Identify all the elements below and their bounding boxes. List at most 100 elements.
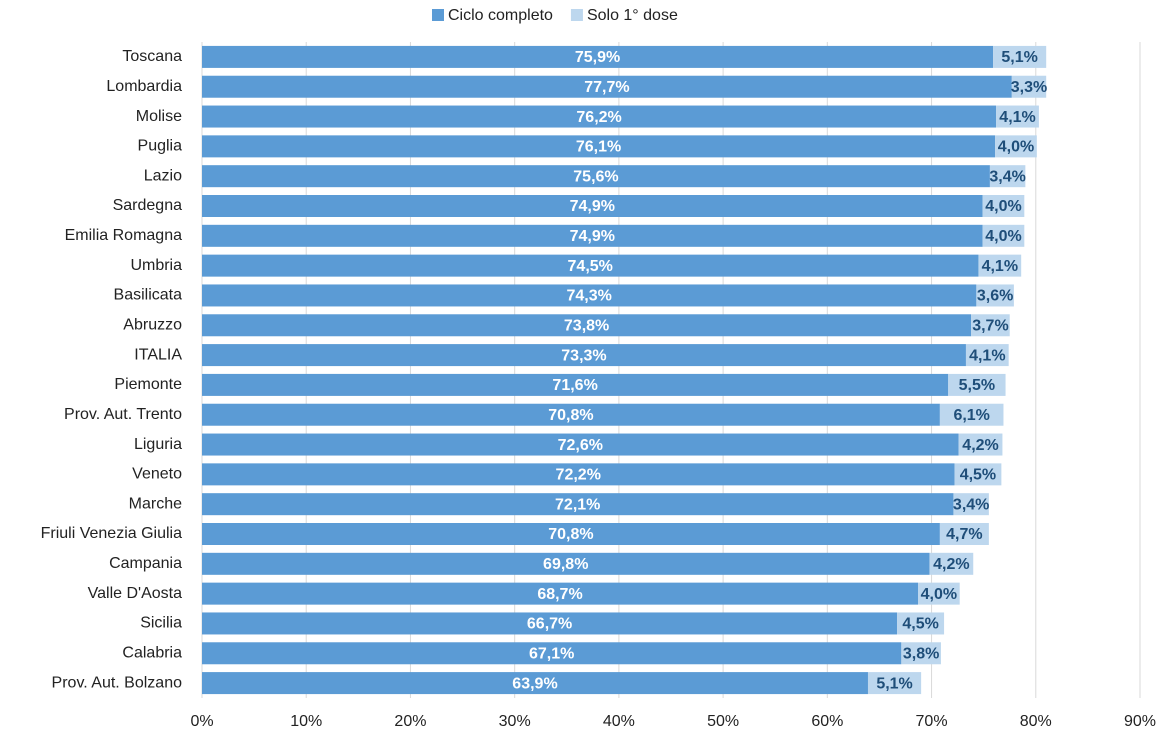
value-label: 3,8%	[903, 645, 939, 662]
legend-label: Ciclo completo	[448, 7, 553, 24]
value-label: 4,5%	[960, 467, 996, 484]
bar-segment	[202, 75, 1012, 98]
y-tick-label: Emilia Romagna	[65, 227, 182, 244]
bar-segment	[1011, 75, 1047, 98]
y-tick-label: Veneto	[132, 466, 182, 483]
x-tick-label: 30%	[499, 713, 531, 730]
bar-segment	[202, 433, 959, 456]
value-label: 74,3%	[566, 288, 611, 305]
legend-swatch	[432, 9, 444, 21]
value-label: 4,1%	[999, 109, 1035, 126]
bar-segment	[202, 612, 898, 635]
y-tick-label: Lombardia	[106, 78, 182, 95]
value-label: 6,1%	[953, 407, 989, 424]
value-label: 76,2%	[576, 109, 621, 126]
value-label: 3,4%	[989, 168, 1025, 185]
value-label: 69,8%	[543, 556, 588, 573]
y-tick-label: Molise	[136, 108, 182, 125]
y-tick-label: Campania	[109, 555, 182, 572]
value-label: 73,3%	[561, 347, 606, 364]
bar-segment	[958, 433, 1003, 456]
value-label: 5,1%	[1001, 49, 1037, 66]
value-label: 3,6%	[977, 288, 1013, 305]
value-label: 63,9%	[512, 675, 557, 692]
value-label: 3,7%	[972, 317, 1008, 334]
value-label: 74,5%	[568, 258, 613, 275]
value-label: 3,4%	[953, 496, 989, 513]
value-label: 68,7%	[537, 586, 582, 603]
bar-segment	[993, 45, 1047, 68]
bar-segment	[202, 254, 979, 277]
x-tick-label: 80%	[1020, 713, 1052, 730]
bar-segment	[918, 582, 960, 605]
x-tick-label: 40%	[603, 713, 635, 730]
value-label: 75,9%	[575, 49, 620, 66]
y-tick-label: Sardegna	[113, 197, 182, 214]
y-tick-label: Umbria	[130, 257, 182, 274]
value-label: 4,1%	[982, 258, 1018, 275]
bar-segment	[202, 582, 919, 605]
bar-segment	[971, 314, 1010, 337]
bar-segment	[954, 463, 1002, 486]
legend-label: Solo 1° dose	[587, 7, 678, 24]
value-label: 4,2%	[962, 437, 998, 454]
x-tick-label: 60%	[811, 713, 843, 730]
x-tick-label: 50%	[707, 713, 739, 730]
bar-segment	[996, 105, 1039, 128]
y-tick-label: Marche	[129, 495, 182, 512]
bar-segment	[953, 493, 989, 516]
bar-segment	[202, 552, 930, 575]
bar-segment	[978, 254, 1022, 277]
bar-segment	[929, 552, 974, 575]
bar-segment	[995, 135, 1037, 158]
y-tick-label: Calabria	[122, 644, 182, 661]
value-label: 4,7%	[946, 526, 982, 543]
bar-segment	[202, 314, 972, 337]
bar-segment	[202, 642, 902, 665]
y-tick-label: Sicilia	[140, 615, 182, 632]
value-label: 72,1%	[555, 496, 600, 513]
y-tick-label: Friuli Venezia Giulia	[41, 525, 183, 542]
value-label: 66,7%	[527, 616, 572, 633]
bar-segment	[202, 672, 868, 695]
bar-segment	[897, 612, 945, 635]
bar-segment	[939, 403, 1004, 426]
value-label: 67,1%	[529, 645, 574, 662]
bar-segment	[202, 105, 997, 128]
bar-segment	[202, 45, 994, 68]
value-label: 76,1%	[576, 139, 621, 156]
bar-segment	[982, 195, 1025, 217]
value-label: 5,5%	[959, 377, 995, 394]
x-tick-label: 0%	[190, 713, 213, 730]
value-label: 70,8%	[548, 407, 593, 424]
bar-segment	[939, 523, 989, 545]
value-label: 4,0%	[921, 586, 957, 603]
bar-segment	[202, 284, 977, 307]
y-tick-label: Valle D'Aosta	[88, 585, 182, 602]
bar-segment	[202, 463, 955, 486]
value-label: 4,5%	[902, 616, 938, 633]
value-label: 75,6%	[573, 168, 618, 185]
bar-segment	[867, 672, 922, 695]
bar-segment	[948, 373, 1006, 396]
value-label: 74,9%	[570, 228, 615, 245]
bar-segment	[202, 165, 990, 188]
y-tick-label: ITALIA	[134, 346, 182, 363]
bar-segment	[202, 195, 983, 217]
y-tick-label: Prov. Aut. Trento	[64, 406, 182, 423]
bar-segment	[202, 135, 996, 158]
bar-segment	[965, 344, 1009, 367]
value-label: 72,2%	[556, 467, 601, 484]
y-tick-label: Lazio	[144, 167, 182, 184]
value-label: 5,1%	[876, 675, 912, 692]
legend-swatch	[570, 9, 583, 21]
bar-segment	[202, 403, 940, 426]
x-tick-label: 20%	[394, 713, 426, 730]
y-tick-label: Prov. Aut. Bolzano	[52, 674, 183, 691]
y-tick-label: Abruzzo	[123, 316, 182, 333]
bar-segment	[989, 165, 1026, 188]
x-tick-label: 90%	[1124, 713, 1156, 730]
bar-segment	[202, 373, 949, 396]
y-tick-label: Liguria	[134, 436, 182, 453]
